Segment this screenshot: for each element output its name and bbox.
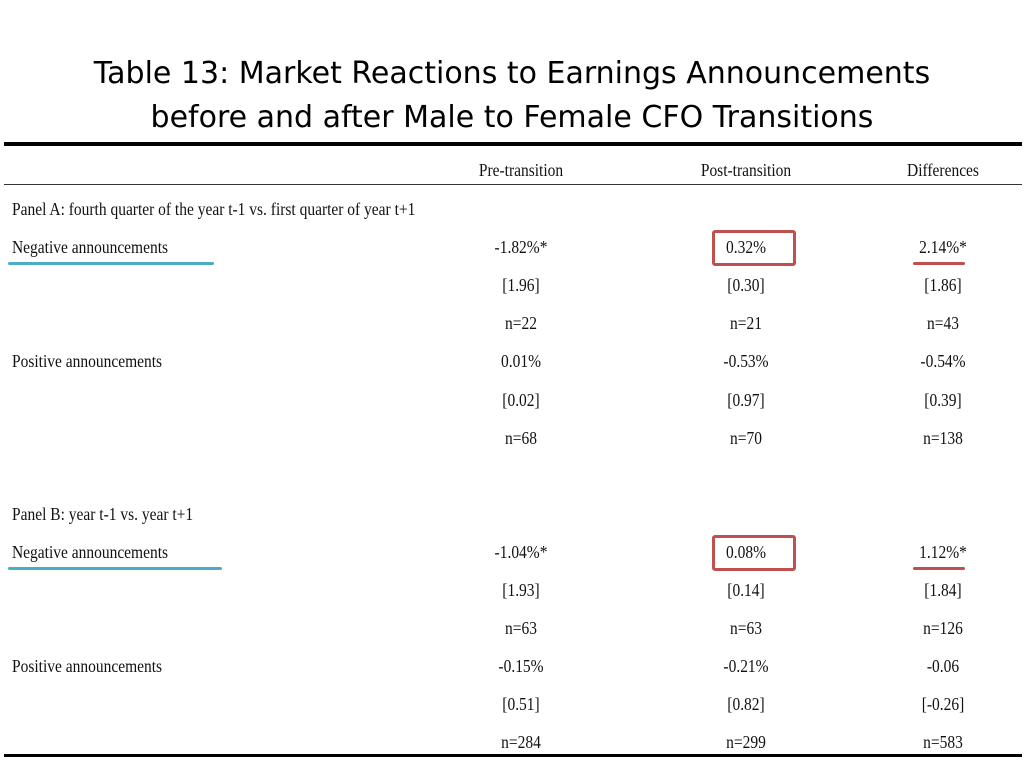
panel-b-positive-diff-tstat: [-0.26]: [921, 694, 965, 714]
panel-a-title: Panel A: fourth quarter of the year t-1 …: [12, 199, 416, 219]
panel-a-negative-pre-tstat: [1.96]: [502, 275, 540, 295]
slide-title-line-1: Table 13: Market Reactions to Earnings A…: [93, 56, 931, 91]
panel-b-positive-post-n: n=299: [726, 732, 766, 752]
panel-b-positive-label: Positive announcements: [12, 656, 163, 676]
panel-b-negative-post-tstat: [0.14]: [727, 580, 765, 600]
panel-a-negative-diff-n: n=43: [927, 313, 959, 333]
panel-a-diff-underline: [913, 262, 965, 265]
panel-a-positive-diff-tstat: [0.39]: [924, 390, 962, 410]
panel-a-positive-post: -0.53%: [723, 351, 769, 371]
column-header-post-transition: Post-transition: [700, 160, 792, 180]
panel-b-positive-pre: -0.15%: [498, 656, 544, 676]
panel-b-positive-post: -0.21%: [723, 656, 769, 676]
panel-b-negative-pre-tstat: [1.93]: [502, 580, 540, 600]
panel-b-positive-pre-n: n=284: [501, 732, 541, 752]
panel-a-positive-diff: -0.54%: [920, 351, 966, 371]
panel-b-positive-diff: -0.06: [926, 656, 960, 676]
panel-a-negative-post: 0.32%: [726, 237, 766, 257]
panel-b-post-highlight-box: [712, 535, 796, 571]
panel-b-positive-pre-tstat: [0.51]: [502, 694, 540, 714]
panel-b-title: Panel B: year t-1 vs. year t+1: [12, 504, 194, 524]
panel-a-negative-post-n: n=21: [730, 313, 762, 333]
panel-b-positive-post-tstat: [0.82]: [727, 694, 765, 714]
panel-a-positive-post-n: n=70: [730, 428, 762, 448]
panel-b-diff-underline: [913, 567, 965, 570]
panel-b-positive-diff-n: n=583: [923, 732, 963, 752]
panel-a-positive-post-tstat: [0.97]: [727, 390, 765, 410]
panel-a-negative-diff: 2.14%*: [919, 237, 967, 257]
column-header-pre-transition: Pre-transition: [478, 160, 564, 180]
panel-a-positive-diff-n: n=138: [923, 428, 963, 448]
panel-b-negative-underline: [8, 567, 222, 570]
panel-a-negative-underline: [8, 262, 214, 265]
panel-a-positive-pre-n: n=68: [505, 428, 537, 448]
panel-a-negative-post-tstat: [0.30]: [727, 275, 765, 295]
panel-b-negative-pre: -1.04%*: [494, 542, 548, 562]
header-rule: [4, 184, 1022, 185]
panel-b-negative-post-n: n=63: [730, 618, 762, 638]
panel-b-negative-post: 0.08%: [726, 542, 766, 562]
panel-a-positive-pre-tstat: [0.02]: [502, 390, 540, 410]
column-header-differences: Differences: [907, 160, 979, 180]
panel-a-positive-label: Positive announcements: [12, 351, 163, 371]
panel-b-negative-diff-n: n=126: [923, 618, 963, 638]
panel-b-negative-diff-tstat: [1.84]: [924, 580, 962, 600]
table-top-rule: [4, 142, 1022, 146]
panel-a-positive-pre: 0.01%: [501, 351, 541, 371]
panel-a-post-highlight-box: [712, 230, 796, 266]
slide-title-line-2: before and after Male to Female CFO Tran…: [150, 100, 874, 135]
panel-a-negative-label: Negative announcements: [12, 237, 169, 257]
table-bottom-rule: [4, 754, 1022, 757]
panel-b-negative-diff: 1.12%*: [919, 542, 967, 562]
panel-b-negative-pre-n: n=63: [505, 618, 537, 638]
panel-a-negative-pre: -1.82%*: [494, 237, 548, 257]
panel-a-negative-diff-tstat: [1.86]: [924, 275, 962, 295]
panel-b-negative-label: Negative announcements: [12, 542, 169, 562]
panel-a-negative-pre-n: n=22: [505, 313, 537, 333]
slide-title: Table 13: Market Reactions to Earnings A…: [0, 52, 1024, 140]
